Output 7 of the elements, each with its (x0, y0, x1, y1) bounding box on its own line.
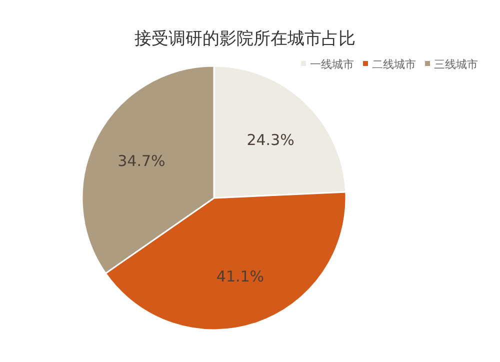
data-label: 24.3% (246, 130, 294, 149)
data-label: 41.1% (216, 268, 264, 286)
chart-title: 接受调研的影院所在城市占比 (134, 29, 356, 49)
legend-label: 三线城市 (434, 58, 478, 71)
legend-label: 一线城市 (310, 58, 354, 71)
data-label: 34.7% (118, 152, 166, 170)
legend-label: 二线城市 (372, 58, 416, 71)
